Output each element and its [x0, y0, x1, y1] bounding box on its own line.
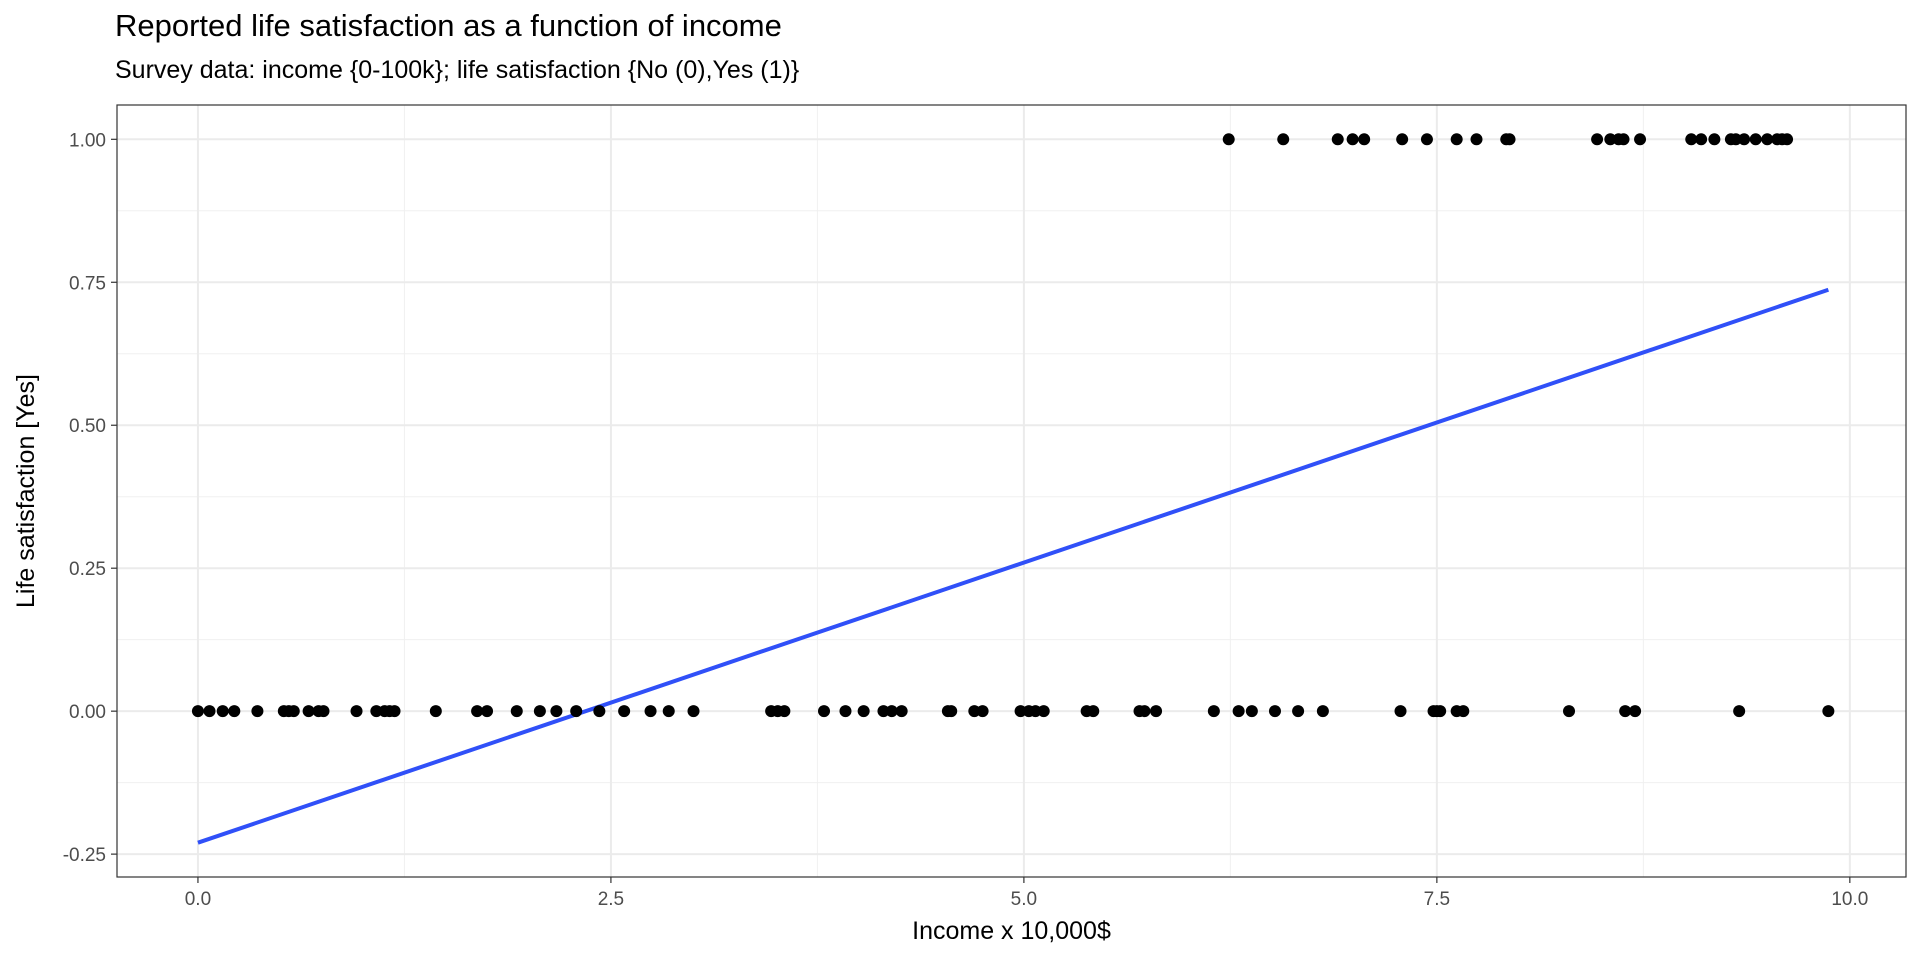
data-point: [350, 705, 363, 718]
data-point: [1503, 133, 1516, 146]
data-point: [662, 705, 675, 718]
y-tick-label: 0.00: [69, 702, 106, 723]
data-point: [1331, 133, 1344, 146]
points-layer: [191, 133, 1835, 718]
data-point: [976, 705, 989, 718]
data-point: [228, 705, 241, 718]
data-point: [1346, 133, 1359, 146]
chart-title: Reported life satisfaction as a function…: [115, 8, 782, 43]
data-point: [1619, 705, 1632, 718]
data-point: [968, 705, 981, 718]
data-point: [1037, 705, 1050, 718]
data-point: [1207, 705, 1220, 718]
data-point: [1396, 133, 1409, 146]
x-axis: 0.0 2.5 5.0 7.5 10.0: [185, 877, 1868, 910]
data-point: [1604, 133, 1617, 146]
data-point: [1617, 133, 1630, 146]
data-point: [388, 705, 401, 718]
data-point: [1420, 133, 1433, 146]
data-point: [1729, 133, 1742, 146]
y-tick-label: 1.00: [69, 130, 106, 151]
data-point: [1733, 705, 1746, 718]
data-point: [1358, 133, 1371, 146]
data-point: [471, 705, 484, 718]
data-point: [1685, 133, 1698, 146]
data-point: [1450, 133, 1463, 146]
data-point: [618, 705, 631, 718]
data-point: [1029, 705, 1042, 718]
data-point: [1316, 705, 1329, 718]
data-point: [287, 705, 300, 718]
regression-line: [197, 287, 1830, 845]
data-point: [550, 705, 563, 718]
data-point: [1563, 705, 1576, 718]
data-point: [895, 705, 908, 718]
x-axis-title: Income x 10,000$: [912, 917, 1111, 945]
data-point: [1761, 133, 1774, 146]
data-point: [1708, 133, 1721, 146]
data-point: [839, 705, 852, 718]
y-tick-label: -0.25: [63, 845, 106, 866]
y-tick-label: 0.75: [69, 273, 106, 294]
data-point: [191, 705, 204, 718]
data-point: [1222, 133, 1235, 146]
data-point: [1138, 705, 1151, 718]
data-point: [1245, 705, 1258, 718]
panel-border: [116, 104, 1907, 878]
data-point: [1629, 705, 1642, 718]
x-tick-label: 5.0: [1011, 889, 1037, 910]
data-point: [687, 705, 700, 718]
regression-line-layer: [197, 287, 1830, 845]
data-point: [570, 705, 583, 718]
data-point: [1150, 705, 1163, 718]
minor-gridlines: [117, 105, 1906, 877]
data-point: [1268, 705, 1281, 718]
data-point: [1749, 133, 1762, 146]
major-gridlines: [117, 105, 1906, 877]
data-point: [1781, 133, 1794, 146]
x-tick-label: 10.0: [1831, 889, 1868, 910]
data-point: [877, 705, 890, 718]
data-point: [510, 705, 523, 718]
data-point: [1014, 705, 1027, 718]
data-point: [1822, 705, 1835, 718]
x-tick-label: 0.0: [185, 889, 211, 910]
data-point: [533, 705, 546, 718]
data-point: [593, 705, 606, 718]
data-point: [1470, 133, 1483, 146]
data-point: [203, 705, 216, 718]
data-point: [818, 705, 831, 718]
data-point: [885, 705, 898, 718]
y-tick-label: 0.25: [69, 559, 106, 580]
y-tick-label: 0.50: [69, 416, 106, 437]
data-point: [481, 705, 494, 718]
data-point: [1292, 705, 1305, 718]
x-tick-label: 7.5: [1424, 889, 1450, 910]
data-point: [1591, 133, 1604, 146]
data-point: [644, 705, 657, 718]
data-point: [370, 705, 383, 718]
data-point: [1738, 133, 1751, 146]
data-point: [1087, 705, 1100, 718]
y-axis-title: Life satisfaction [Yes]: [12, 374, 40, 608]
data-point: [945, 705, 958, 718]
data-point: [216, 705, 229, 718]
data-point: [1457, 705, 1470, 718]
y-axis: -0.25 0.00 0.25 0.50 0.75 1.00: [63, 130, 117, 866]
data-point: [778, 705, 791, 718]
data-point: [317, 705, 330, 718]
data-point: [1232, 705, 1245, 718]
data-point: [1394, 705, 1407, 718]
data-point: [1695, 133, 1708, 146]
data-point: [1634, 133, 1647, 146]
data-point: [1434, 705, 1447, 718]
data-point: [429, 705, 442, 718]
data-point: [251, 705, 264, 718]
data-point: [857, 705, 870, 718]
x-tick-label: 2.5: [598, 889, 624, 910]
data-point: [302, 705, 315, 718]
data-point: [1277, 133, 1290, 146]
chart-subtitle: Survey data: income {0-100k}; life satis…: [115, 56, 800, 84]
